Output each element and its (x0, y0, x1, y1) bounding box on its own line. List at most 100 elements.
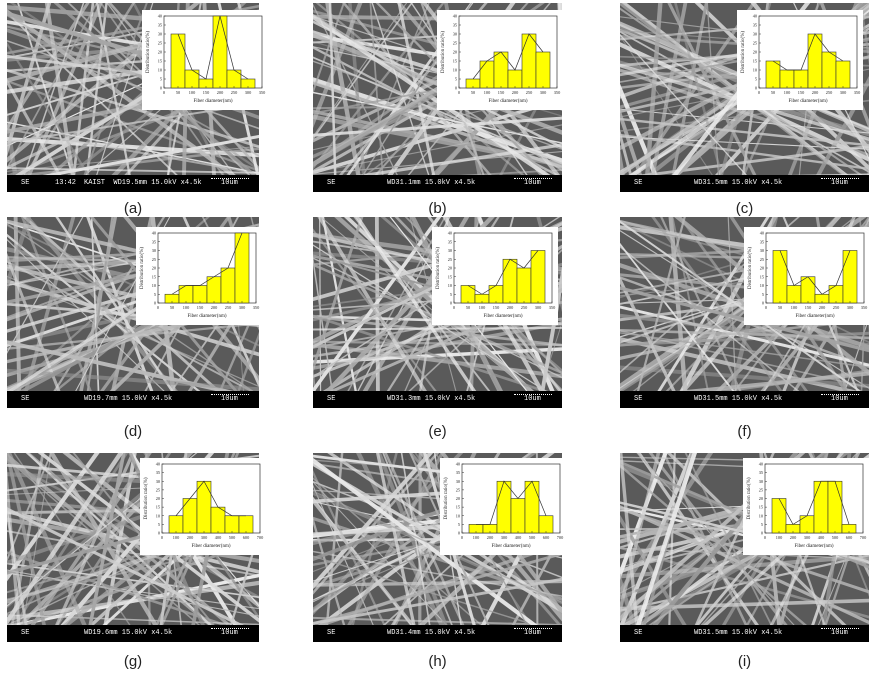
sem-info-bar: SE WD31.4mm 15.0kV x4.5k 10um (313, 625, 562, 642)
scale-bar (821, 178, 859, 182)
histogram-bar (234, 232, 250, 304)
acquisition-params: WD19.6mm 15.0kV x4.5k (84, 629, 173, 637)
histogram-bar (535, 51, 551, 89)
y-tick-label: 35 (759, 470, 763, 475)
histogram-bar (210, 506, 226, 534)
x-tick-label: 0 (764, 535, 766, 540)
histogram-bar (182, 498, 198, 534)
y-tick-label: 20 (152, 266, 156, 271)
histogram-bar (521, 33, 537, 89)
scale-bar (211, 628, 249, 632)
y-tick-label: 10 (158, 68, 162, 73)
y-tick-label: 0 (761, 531, 763, 536)
x-tick-label: 150 (805, 305, 811, 310)
scale-label: 10um (524, 629, 541, 637)
histogram-bar (800, 276, 816, 304)
scale-bar (514, 394, 552, 398)
x-tick-label: 100 (173, 535, 179, 540)
y-tick-label: 25 (158, 41, 162, 46)
y-axis-label: Distribution ratio(%) (436, 247, 441, 289)
y-tick-label: 20 (453, 50, 457, 55)
y-tick-label: 35 (453, 23, 457, 28)
y-tick-label: 25 (448, 257, 452, 262)
y-tick-label: 5 (158, 522, 160, 527)
x-tick-label: 700 (557, 535, 563, 540)
y-tick-label: 25 (456, 487, 460, 492)
x-tick-label: 50 (170, 305, 174, 310)
histogram-bar (212, 15, 228, 89)
scale-bar (211, 178, 249, 182)
y-tick-label: 15 (448, 274, 452, 279)
x-tick-label: 150 (798, 90, 804, 95)
panel-caption: (e) (428, 423, 447, 440)
y-tick-label: 30 (759, 479, 763, 484)
y-axis-label: Distribution ratio(%) (748, 247, 753, 289)
y-tick-label: 5 (154, 292, 156, 297)
x-tick-label: 0 (157, 305, 159, 310)
y-tick-label: 5 (458, 522, 460, 527)
histogram-inset: 0 50 100 150 200 250 300 350 0 5 10 15 20 25 30 35 40 Fib… (737, 10, 863, 110)
histogram-bar (786, 285, 802, 304)
scale-label: 10um (221, 629, 238, 637)
sem-panel: SE WD31.5mm 15.0kV x4.5k 10um 0 100 200 300 400… (620, 453, 869, 642)
x-tick-label: 200 (790, 535, 796, 540)
y-tick-label: 30 (453, 32, 457, 37)
y-tick-label: 30 (152, 248, 156, 253)
x-tick-label: 300 (535, 305, 541, 310)
histogram-bar (835, 60, 851, 89)
acquisition-params: WD31.3mm 15.0kV x4.5k (387, 395, 476, 403)
x-tick-label: 250 (833, 305, 839, 310)
scale-bar (821, 628, 859, 632)
x-tick-label: 200 (812, 90, 818, 95)
y-tick-label: 35 (156, 470, 160, 475)
histogram-inset: 0 100 200 300 400 500 600 700 0 5 10 15 20 25 30 35 40 Fi… (440, 458, 566, 555)
x-tick-label: 50 (771, 90, 775, 95)
y-tick-label: 5 (755, 77, 757, 82)
histogram-bar (827, 480, 843, 534)
x-axis-label: Fiber diameter(nm) (483, 314, 522, 319)
histogram-bar (828, 285, 844, 304)
y-tick-label: 15 (760, 274, 764, 279)
acquisition-params: WD31.5mm 15.0kV x4.5k (694, 395, 783, 403)
x-tick-label: 100 (473, 535, 479, 540)
scale-bar (821, 394, 859, 398)
x-tick-label: 350 (259, 90, 265, 95)
y-axis-label: Distribution ratio(%) (747, 477, 752, 519)
x-tick-label: 500 (229, 535, 235, 540)
scale-label: 10um (831, 629, 848, 637)
y-tick-label: 15 (453, 59, 457, 64)
x-tick-label: 200 (512, 90, 518, 95)
histogram-bar (479, 60, 495, 89)
x-axis-label: Fiber diameter(nm) (191, 544, 230, 549)
x-tick-label: 350 (854, 90, 860, 95)
y-tick-label: 20 (753, 50, 757, 55)
x-tick-label: 300 (847, 305, 853, 310)
y-tick-label: 40 (453, 14, 457, 19)
sem-info-bar: SE WD19.7mm 15.0kV x4.5k 10um (7, 391, 259, 408)
x-tick-label: 0 (758, 90, 760, 95)
histogram-bar (224, 515, 240, 534)
sem-info-bar: SE WD31.5mm 15.0kV x4.5k 10um (620, 391, 869, 408)
y-tick-label: 20 (456, 496, 460, 501)
panel-caption: (c) (735, 200, 754, 217)
x-tick-label: 500 (832, 535, 838, 540)
y-tick-label: 15 (158, 59, 162, 64)
y-tick-label: 5 (450, 292, 452, 297)
y-tick-label: 40 (456, 462, 460, 467)
y-tick-label: 10 (753, 68, 757, 73)
distribution-line (175, 480, 246, 517)
distribution-line (467, 250, 539, 295)
distribution-line (476, 480, 547, 525)
y-tick-label: 5 (455, 77, 457, 82)
panel-caption: (i) (737, 653, 752, 670)
panel-caption: (f) (737, 423, 752, 440)
y-tick-label: 15 (152, 274, 156, 279)
y-tick-label: 35 (158, 23, 162, 28)
y-axis-label: Distribution ratio(%) (444, 477, 449, 519)
y-tick-label: 10 (456, 513, 460, 518)
x-tick-label: 400 (515, 535, 521, 540)
x-tick-label: 100 (479, 305, 485, 310)
y-tick-label: 30 (156, 479, 160, 484)
x-tick-label: 350 (549, 305, 555, 310)
histogram-inset: 0 50 100 150 200 250 300 350 0 5 10 15 20 25 30 35 40 Fib… (136, 227, 262, 325)
